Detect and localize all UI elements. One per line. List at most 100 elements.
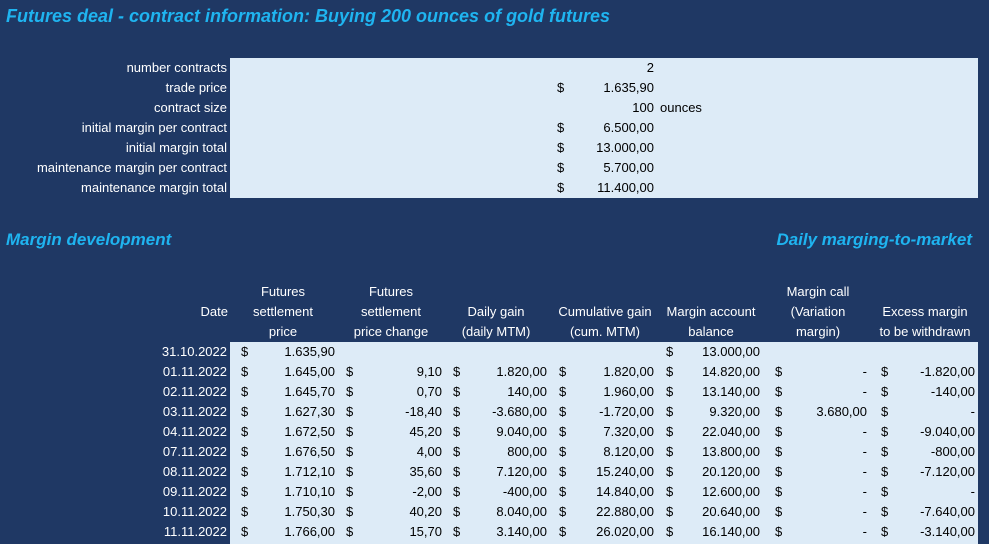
currency-symbol: $ bbox=[775, 504, 783, 519]
contract-info-value: 1.635,90 bbox=[603, 80, 654, 95]
column-header-balance: Margin account balance bbox=[656, 282, 766, 342]
balance-cell: 22.040,00 bbox=[702, 424, 760, 439]
change-cell: 35,60 bbox=[409, 464, 442, 479]
currency-symbol: $ bbox=[241, 344, 249, 359]
currency-symbol: $ bbox=[346, 464, 354, 479]
call-cell: - bbox=[862, 424, 867, 439]
settle-cell: 1.645,00 bbox=[284, 364, 335, 379]
balance-cell: 13.000,00 bbox=[702, 344, 760, 359]
column-header-line: Cumulative gain bbox=[558, 304, 652, 319]
excess-cell: -7.120,00 bbox=[920, 464, 975, 479]
column-header-line: balance bbox=[688, 324, 734, 339]
contract-info-row: trade price $1.635,90 bbox=[0, 78, 989, 98]
excess-cell: -7.640,00 bbox=[920, 504, 975, 519]
contract-info-value: 5.700,00 bbox=[603, 160, 654, 175]
settle-cell: 1.750,30 bbox=[284, 504, 335, 519]
currency-symbol: $ bbox=[241, 504, 249, 519]
currency-symbol: $ bbox=[666, 384, 674, 399]
settle-cell: 1.627,30 bbox=[284, 404, 335, 419]
settle-cell: 1.712,10 bbox=[284, 464, 335, 479]
settle-cell: 1.676,50 bbox=[284, 444, 335, 459]
settle-cell: 1.635,90 bbox=[284, 344, 335, 359]
cum-cell: 7.320,00 bbox=[603, 424, 654, 439]
table-row: 08.11.2022 $1.712,10 $35,60 $7.120,00 $15.24… bbox=[0, 462, 989, 482]
contract-info-value: 11.400,00 bbox=[597, 180, 654, 195]
contract-info-label: maintenance margin total bbox=[81, 180, 227, 195]
column-header-date: Date bbox=[150, 282, 228, 342]
contract-info-value: 6.500,00 bbox=[603, 120, 654, 135]
contract-info-row: maintenance margin per contract $5.700,00 bbox=[0, 158, 989, 178]
currency-symbol: $ bbox=[559, 484, 567, 499]
settle-cell: 1.645,70 bbox=[284, 384, 335, 399]
call-cell: - bbox=[862, 364, 867, 379]
currency-symbol: $ bbox=[346, 404, 354, 419]
date-cell: 04.11.2022 bbox=[162, 424, 227, 439]
currency-symbol: $ bbox=[775, 424, 783, 439]
currency-symbol: $ bbox=[881, 364, 889, 379]
column-header-line: Futures bbox=[368, 284, 414, 299]
currency-symbol: $ bbox=[453, 484, 461, 499]
contract-info-label: initial margin total bbox=[125, 140, 227, 155]
currency-symbol: $ bbox=[557, 80, 565, 95]
daily-mtm-title: Daily marging-to-market bbox=[776, 230, 972, 249]
cum-cell: 1.820,00 bbox=[603, 364, 654, 379]
column-header-line: Date bbox=[200, 304, 228, 319]
column-header-line: price change bbox=[353, 324, 429, 339]
date-cell: 10.11.2022 bbox=[162, 504, 227, 519]
excess-cell: -1.820,00 bbox=[920, 364, 975, 379]
contract-info-value: 2 bbox=[646, 60, 654, 75]
excess-cell: -3.140,00 bbox=[920, 524, 975, 539]
column-header-settle: Futures settlement price bbox=[228, 282, 338, 342]
date-cell: 03.11.2022 bbox=[162, 404, 227, 419]
excess-cell: -9.040,00 bbox=[920, 424, 975, 439]
column-header-cum: Cumulative gain (cum. MTM) bbox=[550, 282, 660, 342]
contract-info-label: trade price bbox=[165, 80, 227, 95]
currency-symbol: $ bbox=[346, 424, 354, 439]
currency-symbol: $ bbox=[453, 524, 461, 539]
balance-cell: 12.600,00 bbox=[702, 484, 760, 499]
currency-symbol: $ bbox=[241, 484, 249, 499]
contract-info-panel bbox=[230, 58, 978, 198]
currency-symbol: $ bbox=[666, 424, 674, 439]
contract-info-row: initial margin per contract $6.500,00 bbox=[0, 118, 989, 138]
column-header-line: price bbox=[268, 324, 298, 339]
currency-symbol: $ bbox=[346, 364, 354, 379]
column-header-line: (Variation bbox=[790, 304, 846, 319]
column-header-line: margin) bbox=[795, 324, 841, 339]
currency-symbol: $ bbox=[241, 404, 249, 419]
change-cell: 45,20 bbox=[409, 424, 442, 439]
currency-symbol: $ bbox=[559, 404, 567, 419]
table-row: 10.11.2022 $1.750,30 $40,20 $8.040,00 $22.88… bbox=[0, 502, 989, 522]
currency-symbol: $ bbox=[666, 484, 674, 499]
currency-symbol: $ bbox=[453, 424, 461, 439]
currency-symbol: $ bbox=[881, 384, 889, 399]
column-header-call: Margin call (Variation margin) bbox=[768, 282, 868, 342]
settle-cell: 1.672,50 bbox=[284, 424, 335, 439]
call-cell: - bbox=[862, 464, 867, 479]
currency-symbol: $ bbox=[881, 464, 889, 479]
contract-info-unit: ounces bbox=[660, 100, 702, 115]
balance-cell: 9.320,00 bbox=[709, 404, 760, 419]
column-header-change: Futures settlement price change bbox=[341, 282, 441, 342]
cum-cell: 1.960,00 bbox=[603, 384, 654, 399]
column-header-line: (cum. MTM) bbox=[569, 324, 641, 339]
currency-symbol: $ bbox=[453, 504, 461, 519]
currency-symbol: $ bbox=[666, 464, 674, 479]
settle-cell: 1.710,10 bbox=[284, 484, 335, 499]
balance-cell: 13.140,00 bbox=[702, 384, 760, 399]
currency-symbol: $ bbox=[453, 364, 461, 379]
margin-table-panel bbox=[230, 342, 978, 544]
gain-cell: 3.140,00 bbox=[496, 524, 547, 539]
call-cell: - bbox=[862, 504, 867, 519]
currency-symbol: $ bbox=[346, 484, 354, 499]
currency-symbol: $ bbox=[559, 364, 567, 379]
date-cell: 11.11.2022 bbox=[163, 524, 227, 539]
currency-symbol: $ bbox=[346, 524, 354, 539]
excess-cell: -140,00 bbox=[930, 384, 975, 399]
currency-symbol: $ bbox=[557, 140, 565, 155]
excess-cell: - bbox=[970, 484, 975, 499]
currency-symbol: $ bbox=[666, 404, 674, 419]
currency-symbol: $ bbox=[346, 384, 354, 399]
currency-symbol: $ bbox=[881, 404, 889, 419]
currency-symbol: $ bbox=[666, 504, 674, 519]
